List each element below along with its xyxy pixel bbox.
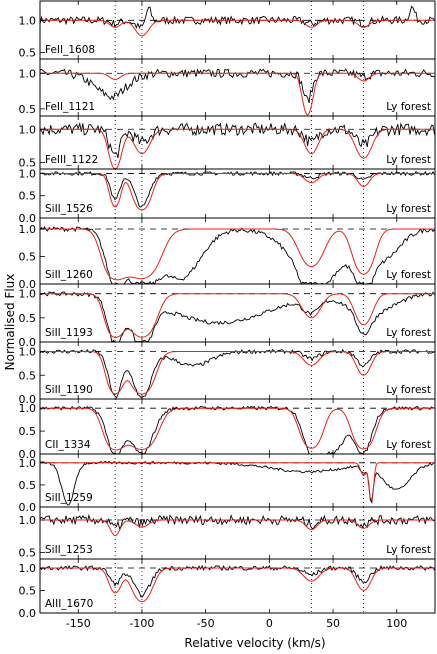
- model-fit: [40, 567, 435, 603]
- panel-frame: [39, 0, 436, 60]
- region-label: Ly forest: [386, 544, 431, 556]
- model-fit: [40, 228, 435, 281]
- ion-label: SiII_1260: [45, 269, 93, 281]
- panel-cii-1334: 0.0 0.5 1.0 CII_1334 Ly forest: [19, 398, 436, 461]
- ion-label: FeII_1608: [45, 44, 95, 56]
- y-tick-label: 0.5: [19, 369, 37, 382]
- y-tick-label: 0.5: [19, 47, 37, 60]
- y-tick-label: 1.0: [19, 288, 37, 301]
- panel-siii-1253: 0.5 1.0 SiII_1253 Ly forest: [19, 506, 436, 560]
- model-fit: [40, 128, 435, 170]
- y-tick-label: 1.0: [19, 167, 37, 180]
- x-tick-label: -100: [129, 617, 154, 630]
- panel-frame: [39, 115, 436, 170]
- y-tick-label: 0.5: [19, 103, 37, 116]
- y-tick-label: 0.0: [19, 501, 37, 514]
- y-tick-label: 0.0: [19, 448, 37, 461]
- region-label: Ly forest: [386, 384, 431, 396]
- x-tick-label: 0: [266, 617, 273, 630]
- ion-label: CII_1334: [45, 439, 91, 451]
- y-tick-label: 0.0: [19, 278, 37, 291]
- model-fit: [40, 173, 435, 211]
- region-label: Ly forest: [386, 269, 431, 281]
- panel-siii-1260: 0.0 0.5 1.0 SiII_1260 Ly forest: [19, 217, 436, 291]
- panel-siii-1526: 0.0 0.5 1.0 SiII_1526 Ly forest: [19, 167, 436, 225]
- y-tick-label: 1.0: [19, 457, 37, 470]
- y-tick-label: 0.5: [19, 425, 37, 438]
- x-tick-label: 100: [386, 617, 407, 630]
- observed-spectrum: [39, 513, 435, 530]
- model-fit: [40, 293, 435, 338]
- region-label: Ly forest: [386, 154, 431, 166]
- model-fit: [40, 519, 435, 537]
- panel-siii-1190: 0.0 0.5 1.0 SiII_1190 Ly forest: [19, 341, 436, 406]
- region-label: Ly forest: [386, 327, 431, 339]
- ion-label: SiII_1526: [45, 203, 93, 215]
- region-label: Ly forest: [386, 203, 431, 215]
- panel-frame: [39, 168, 436, 219]
- panel-alii-1670: 0.0 0.5 1.0 AlII_1670: [19, 558, 436, 620]
- y-tick-label: 0.5: [19, 547, 37, 560]
- y-tick-label: 1.0: [19, 223, 37, 236]
- y-tick-label: 1.0: [19, 346, 37, 359]
- panel-frame: [39, 558, 436, 614]
- y-tick-label: 1.0: [19, 123, 37, 136]
- x-tick-label: -150: [66, 617, 91, 630]
- y-tick-label: 0.0: [19, 336, 37, 349]
- observed-spectrum: [39, 348, 435, 399]
- y-tick-label: 1.0: [19, 562, 37, 575]
- panel-frame: [39, 283, 436, 343]
- region-label: Ly forest: [386, 439, 431, 451]
- ion-label: AlII_1670: [45, 598, 93, 610]
- y-tick-label: 0.5: [19, 585, 37, 598]
- panel-feii-1121: 0.5 1.0 FeII_1121 Ly forest: [19, 58, 436, 117]
- model-fit: [40, 72, 435, 116]
- x-axis: -150 -100 -50 0 50 100: [66, 617, 408, 630]
- ion-label: FeII_1121: [45, 101, 95, 113]
- ion-label: FeIII_1122: [45, 154, 98, 166]
- model-fit: [40, 19, 435, 37]
- y-tick-label: 1.0: [19, 14, 37, 27]
- observed-spectrum: [39, 5, 435, 29]
- observed-spectrum: [39, 121, 435, 159]
- model-fit: [40, 462, 435, 502]
- observed-spectrum: [39, 291, 435, 343]
- y-tick-label: 0.5: [19, 251, 37, 264]
- x-tick-label: 50: [326, 617, 340, 630]
- panel-siii-1259: 0.0 0.5 1.0 SiII_1259: [19, 453, 436, 514]
- y-tick-label: 0.0: [19, 607, 37, 620]
- y-axis-title: Normalised Flux: [3, 274, 17, 371]
- ion-label: SiII_1193: [45, 327, 93, 339]
- y-tick-label: 0.5: [19, 479, 37, 492]
- panel-frame: [39, 398, 436, 455]
- observed-spectrum: [39, 170, 435, 208]
- observed-spectrum: [39, 405, 435, 455]
- panel-feii-1608: 0.5 1.0 FeII_1608: [19, 0, 436, 60]
- x-axis-title: Relative velocity (km/s): [184, 636, 325, 650]
- ion-label: SiII_1253: [45, 544, 93, 556]
- y-tick-label: 0.5: [19, 156, 37, 169]
- ion-label: SiII_1259: [45, 492, 93, 504]
- y-tick-label: 0.5: [19, 312, 37, 325]
- model-fit: [40, 407, 435, 451]
- ion-label: SiII_1190: [45, 384, 93, 396]
- y-tick-label: 1.0: [19, 514, 37, 527]
- model-fit: [40, 351, 435, 395]
- y-tick-label: 1.0: [19, 67, 37, 80]
- y-tick-label: 0.5: [19, 190, 37, 203]
- x-tick-label: -50: [197, 617, 215, 630]
- y-tick-label: 0.0: [19, 212, 37, 225]
- panel-frame: [39, 506, 436, 560]
- y-tick-label: 1.0: [19, 402, 37, 415]
- region-label: Ly forest: [386, 101, 431, 113]
- observed-spectrum: [39, 564, 435, 598]
- panel-frame: [39, 341, 436, 400]
- panel-feiii-1122: 0.5 1.0 FeIII_1122 Ly forest: [19, 115, 436, 170]
- y-tick-label: 0.0: [19, 393, 37, 406]
- panel-siii-1193: 0.0 0.5 1.0 SiII_1193 Ly forest: [19, 283, 436, 349]
